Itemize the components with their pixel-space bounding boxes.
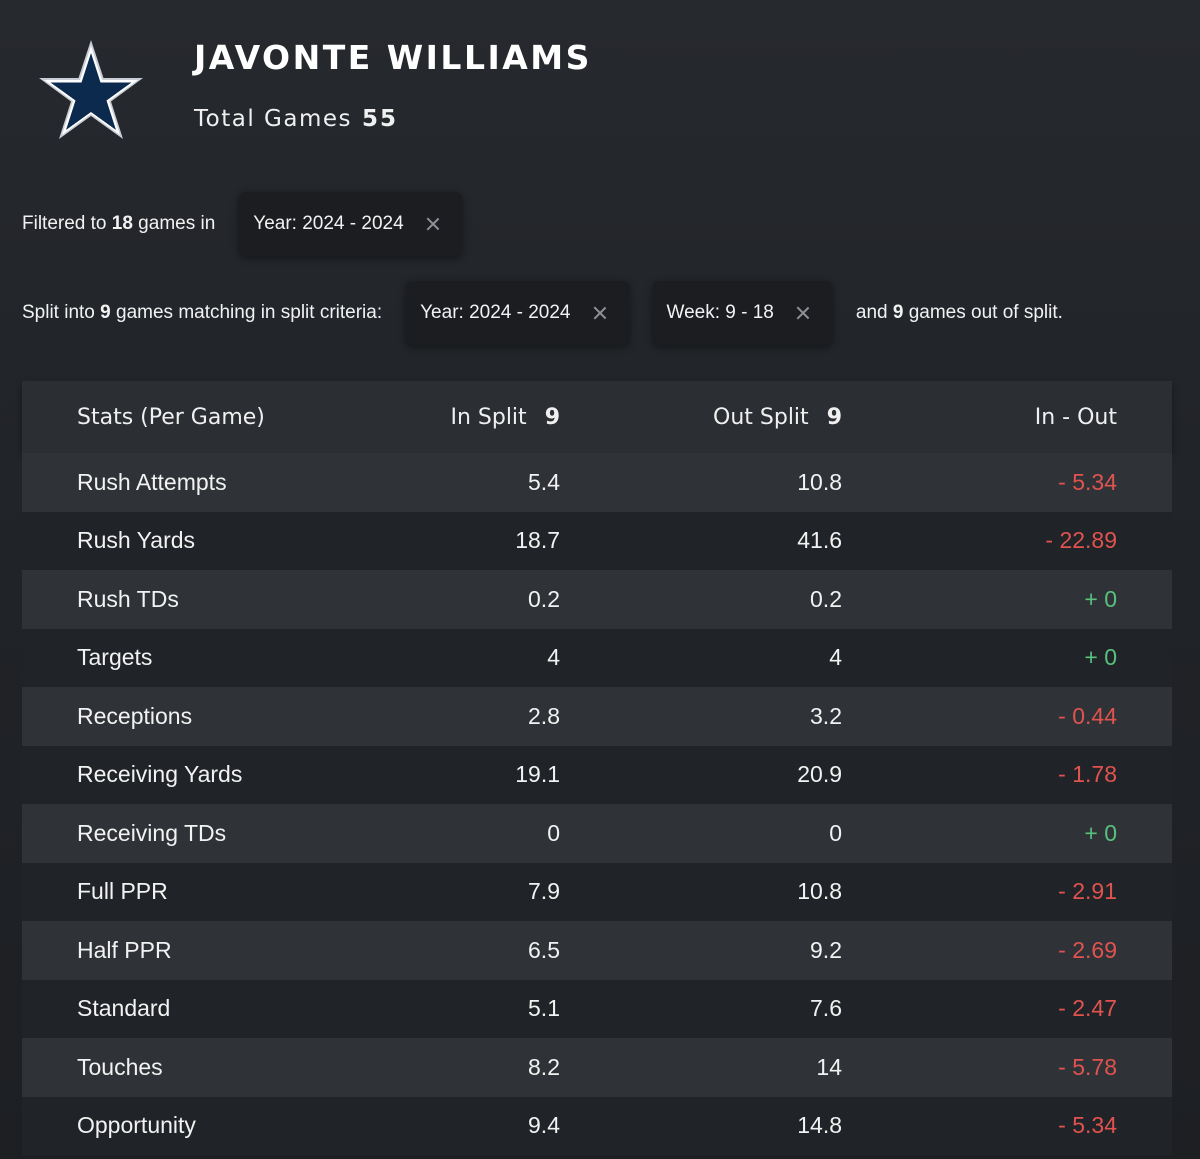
row-diff-value: - 2.91 (1058, 878, 1117, 905)
star-icon (39, 40, 143, 139)
row-in-split-value: 4 (547, 644, 560, 671)
out-split-count: 9 (826, 404, 842, 430)
row-out-split-value: 9.2 (810, 936, 842, 963)
header-diff[interactable]: In - Out (1034, 404, 1117, 430)
split-chip-label: Year: 2024 - 2024 (420, 302, 571, 323)
row-stat-label: Full PPR (77, 878, 168, 905)
table-row: Targets 4 4 + 0 (22, 628, 1172, 687)
table-body: Rush Attempts 5.4 10.8 - 5.34 Rush Yards 18.7… (22, 453, 1172, 1155)
row-stat-label: Half PPR (77, 936, 172, 963)
out-split-count: 9 (892, 302, 904, 323)
row-out-split-value: 41.6 (797, 527, 842, 554)
split-chip-label: Week: 9 - 18 (666, 302, 774, 323)
table-header: Stats (Per Game) In Split 9 Out Split 9 In… (22, 381, 1172, 453)
header-stat[interactable]: Stats (Per Game) (77, 404, 265, 430)
split-row: Split into 9 games matching in split cri… (22, 281, 1063, 345)
filter-row: Filtered to 18 games in Year: 2024 - 202… (22, 192, 462, 256)
close-icon[interactable] (426, 217, 440, 231)
row-out-split-value: 14.8 (797, 1112, 842, 1139)
table-row: Opportunity 9.4 14.8 - 5.34 (22, 1096, 1172, 1155)
row-out-split-value: 20.9 (797, 761, 842, 788)
split-chip-week[interactable]: Week: 9 - 18 (652, 281, 832, 345)
total-games-count: 55 (361, 106, 398, 132)
row-in-split-value: 9.4 (528, 1112, 560, 1139)
table-row: Rush Yards 18.7 41.6 - 22.89 (22, 511, 1172, 570)
filter-count: 18 (111, 213, 133, 234)
row-diff-value: - 5.78 (1058, 1053, 1117, 1080)
table-row: Half PPR 6.5 9.2 - 2.69 (22, 921, 1172, 980)
row-out-split-value: 14 (816, 1053, 842, 1080)
table-row: Receiving Yards 19.1 20.9 - 1.78 (22, 745, 1172, 804)
row-in-split-value: 5.4 (528, 468, 560, 495)
split-text: Split into 9 games matching in split cri… (22, 302, 383, 323)
row-out-split-value: 4 (829, 644, 842, 671)
row-in-split-value: 8.2 (528, 1053, 560, 1080)
row-diff-value: - 2.69 (1058, 936, 1117, 963)
row-out-split-value: 10.8 (797, 878, 842, 905)
out-split-text: and 9 games out of split. (855, 302, 1063, 323)
row-stat-label: Standard (77, 995, 171, 1022)
row-out-split-value: 0 (829, 819, 842, 846)
row-stat-label: Receiving TDs (77, 819, 227, 846)
row-in-split-value: 2.8 (528, 702, 560, 729)
stats-table: Stats (Per Game) In Split 9 Out Split 9 In… (22, 381, 1172, 1155)
row-in-split-value: 5.1 (528, 995, 560, 1022)
table-row: Rush Attempts 5.4 10.8 - 5.34 (22, 453, 1172, 512)
row-diff-value: + 0 (1084, 644, 1117, 671)
row-stat-label: Targets (77, 644, 153, 671)
player-header: JAVONTE WILLIAMS Total Games 55 (0, 0, 1200, 170)
filter-text: Filtered to 18 games in (22, 213, 216, 234)
filter-chip-year[interactable]: Year: 2024 - 2024 (239, 192, 462, 256)
table-row: Full PPR 7.9 10.8 - 2.91 (22, 862, 1172, 921)
filter-chip-label: Year: 2024 - 2024 (253, 213, 404, 234)
row-in-split-value: 6.5 (528, 936, 560, 963)
row-diff-value: - 1.78 (1058, 761, 1117, 788)
close-icon[interactable] (593, 306, 607, 320)
row-in-split-value: 19.1 (515, 761, 560, 788)
table-row: Receptions 2.8 3.2 - 0.44 (22, 687, 1172, 746)
row-out-split-value: 10.8 (797, 468, 842, 495)
player-name: JAVONTE WILLIAMS (194, 38, 592, 77)
row-stat-label: Rush Yards (77, 527, 196, 554)
split-count: 9 (100, 302, 111, 323)
row-in-split-value: 0.2 (528, 585, 560, 612)
in-split-count: 9 (544, 404, 560, 430)
total-games: Total Games 55 (194, 106, 398, 132)
row-diff-value: + 0 (1084, 819, 1117, 846)
row-out-split-value: 0.2 (810, 585, 842, 612)
row-in-split-value: 7.9 (528, 878, 560, 905)
row-stat-label: Receiving Yards (77, 761, 243, 788)
total-games-label: Total Games (194, 106, 352, 132)
row-stat-label: Opportunity (77, 1112, 196, 1139)
row-stat-label: Rush Attempts (77, 468, 227, 495)
table-row: Touches 8.2 14 - 5.78 (22, 1038, 1172, 1097)
split-chip-year[interactable]: Year: 2024 - 2024 (406, 281, 629, 345)
header-in-split[interactable]: In Split 9 (450, 404, 560, 430)
row-stat-label: Receptions (77, 702, 193, 729)
row-diff-value: - 0.44 (1058, 702, 1117, 729)
row-diff-value: - 22.89 (1045, 527, 1117, 554)
table-row: Rush TDs 0.2 0.2 + 0 (22, 570, 1172, 629)
row-in-split-value: 0 (547, 819, 560, 846)
row-stat-label: Touches (77, 1053, 163, 1080)
header-out-split[interactable]: Out Split 9 (713, 404, 842, 430)
row-in-split-value: 18.7 (515, 527, 560, 554)
row-stat-label: Rush TDs (77, 585, 179, 612)
row-diff-value: - 5.34 (1058, 1112, 1117, 1139)
table-row: Receiving TDs 0 0 + 0 (22, 804, 1172, 863)
table-row: Standard 5.1 7.6 - 2.47 (22, 979, 1172, 1038)
close-icon[interactable] (796, 306, 810, 320)
row-diff-value: - 2.47 (1058, 995, 1117, 1022)
row-out-split-value: 3.2 (810, 702, 842, 729)
row-diff-value: - 5.34 (1058, 468, 1117, 495)
row-out-split-value: 7.6 (810, 995, 842, 1022)
row-diff-value: + 0 (1084, 585, 1117, 612)
